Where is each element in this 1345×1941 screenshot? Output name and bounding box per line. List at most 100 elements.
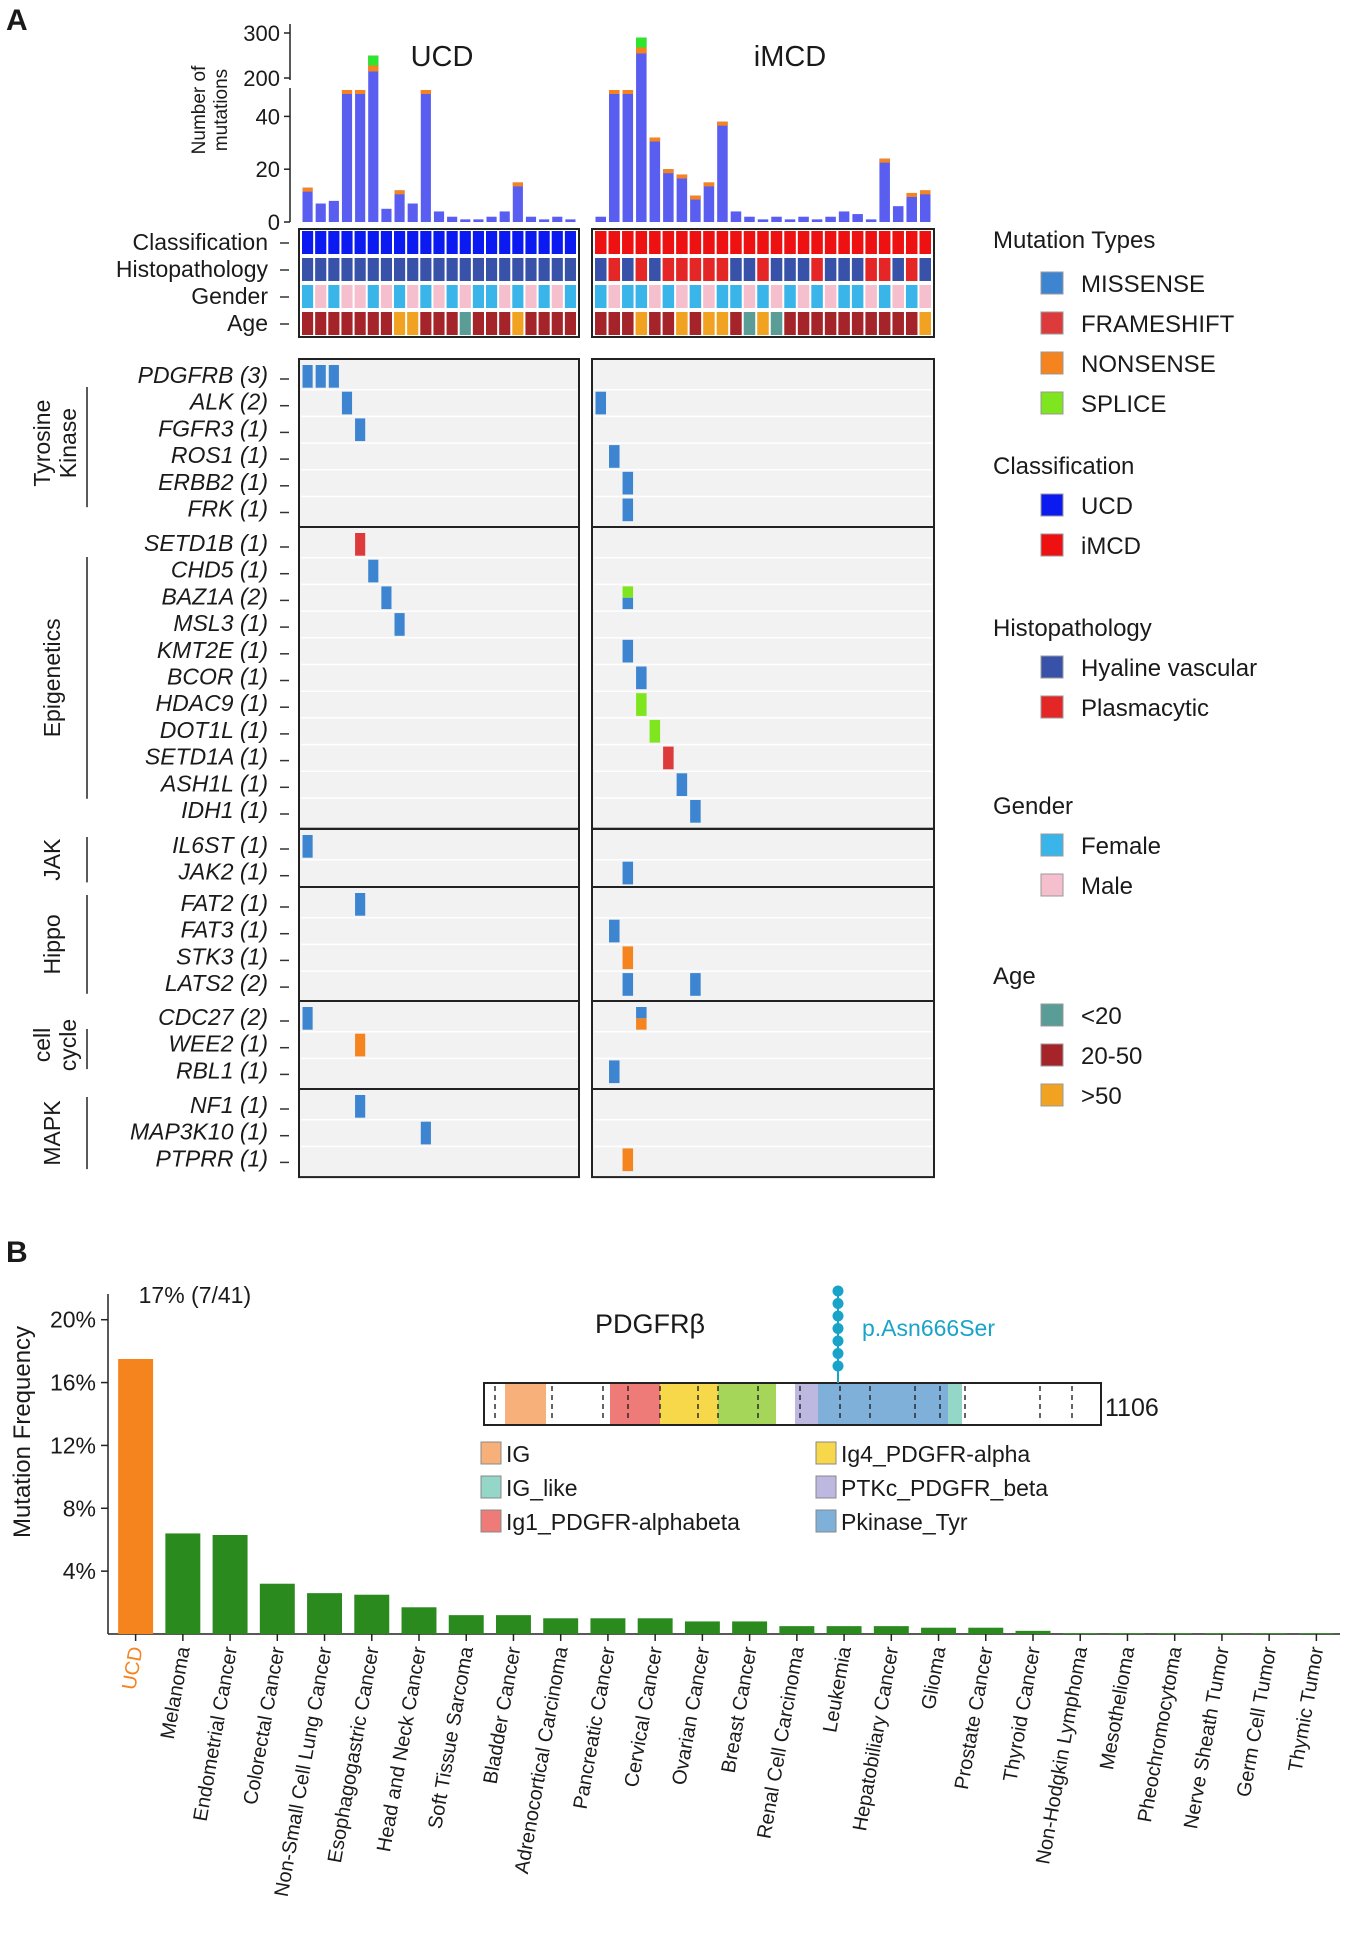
- imcd-classification-cell: [703, 231, 715, 254]
- variant-dot: [832, 1298, 844, 1309]
- ucd-histopathology-cell: [394, 258, 406, 281]
- ucd-age-cell: [564, 312, 576, 335]
- imcd-gender-cell: [824, 285, 837, 308]
- ucd-gender-cell: [486, 285, 498, 308]
- imcd-classification-cell: [649, 231, 661, 254]
- protein-domain: [795, 1384, 818, 1424]
- mutation-cell-baz1a: [622, 586, 634, 598]
- imcd-classification-cell: [676, 231, 688, 254]
- imcd-mutation-count-bar: [757, 219, 769, 222]
- imcd-gender-cell: [689, 285, 702, 308]
- mutation-cell-bcor: [636, 666, 647, 690]
- ucd-mutation-count-bar: [499, 211, 510, 222]
- ucd-gender-cell: [564, 285, 576, 308]
- clinical-row-label: Gender: [191, 283, 268, 309]
- ucd-classification-cell: [551, 231, 563, 254]
- gene-label: ALK (2): [188, 389, 268, 415]
- protein-backbone: [483, 1382, 1102, 1426]
- legend-label: >50: [1081, 1083, 1122, 1110]
- imcd-mutation-count-bar: [649, 137, 661, 222]
- ucd-histopathology-cell: [525, 258, 537, 281]
- y-tick-label: 300: [243, 21, 280, 46]
- ucd-classification-cell: [341, 231, 353, 254]
- mutation-cell-baz1a-second: [622, 597, 634, 610]
- ucd-mutation-count-bar: [486, 216, 497, 222]
- gene-label: SETD1B (1): [144, 530, 268, 556]
- imcd-mutation-count-bar: [852, 214, 863, 222]
- imcd-age-cell: [892, 312, 904, 335]
- mutation-cell-map3k10: [420, 1121, 431, 1145]
- mutation-cell-ptprr: [622, 1148, 634, 1172]
- gene-label: FAT2 (1): [181, 890, 268, 916]
- imcd-age-cell: [838, 312, 850, 335]
- ucd-age-cell: [472, 312, 484, 335]
- ucd-mutation-count-bar: [433, 211, 445, 222]
- imcd-gender-cell: [905, 285, 918, 308]
- imcd-histopathology-cell: [662, 258, 675, 281]
- imcd-histopathology-cell: [851, 258, 864, 281]
- ucd-gender-cell: [394, 285, 406, 308]
- ucd-classification-cell: [433, 231, 445, 254]
- imcd-bar-cap: [919, 190, 931, 195]
- ucd-mutation-count-bar: [512, 182, 523, 222]
- variant-dot: [832, 1323, 844, 1334]
- mutation-cell-hdac9: [636, 693, 647, 716]
- ucd-mutation-count-bar: [539, 219, 550, 222]
- ucd-gender-cell: [551, 285, 563, 308]
- protein-domain: [610, 1384, 660, 1424]
- imcd-classification-cell: [824, 231, 837, 254]
- legend-label: SPLICE: [1081, 391, 1166, 418]
- imcd-age-cell: [878, 312, 891, 335]
- imcd-mutation-count-bar: [717, 121, 728, 222]
- b-y-tick-label: 8%: [63, 1495, 96, 1521]
- ucd-histopathology-cell: [302, 258, 314, 281]
- imcd-histopathology-cell: [635, 258, 648, 281]
- inset-legend-label: PTKc_PDGFR_beta: [841, 1475, 1048, 1501]
- ucd-gender-cell: [472, 285, 484, 308]
- ucd-histopathology-cell: [354, 258, 366, 281]
- ucd-histopathology-cell: [433, 258, 445, 281]
- ucd-mutation-count-bar: [315, 203, 326, 222]
- imcd-title: iMCD: [754, 41, 827, 73]
- protein-domain: [505, 1384, 546, 1424]
- ucd-gender-cell: [367, 285, 379, 308]
- legend-label: NONSENSE: [1081, 351, 1216, 378]
- imcd-gender-cell: [662, 285, 675, 308]
- gene-label: IDH1 (1): [181, 797, 268, 823]
- y-tick-label: 40: [256, 104, 280, 129]
- inset-legend-label: Ig1_PDGFR-alphabeta: [506, 1509, 740, 1535]
- protein-domain: [818, 1384, 950, 1424]
- ucd-histopathology-cell: [328, 258, 340, 281]
- ucd-gender-cell: [341, 285, 353, 308]
- y-tick-label: 0: [268, 210, 280, 235]
- ucd-histopathology-cell: [341, 258, 353, 281]
- variant-dot: [832, 1360, 844, 1372]
- mutation-cell-cdc27: [636, 1007, 647, 1019]
- mutation-cell-wee2: [355, 1033, 366, 1057]
- ucd-age-cell: [446, 312, 458, 335]
- legend-swatch: [1040, 1083, 1064, 1107]
- legend-label: Hyaline vascular: [1081, 655, 1257, 682]
- imcd-bar-cap-splice: [636, 37, 647, 48]
- legend-swatch: [1040, 873, 1064, 897]
- imcd-age-cell: [649, 312, 661, 335]
- ucd-age-cell: [394, 312, 406, 335]
- imcd-gender-cell: [716, 285, 729, 308]
- legend-title: Gender: [993, 793, 1073, 820]
- ucd-gender-cell: [538, 285, 550, 308]
- b-y-tick-label: 4%: [63, 1558, 96, 1584]
- imcd-age-cell: [608, 312, 621, 335]
- y-tick-label: 20: [256, 157, 280, 182]
- gene-label: WEE2 (1): [168, 1031, 268, 1057]
- ucd-age-cell: [538, 312, 550, 335]
- ucd-bar-cap-nonsense: [368, 65, 379, 72]
- ucd-histopathology-cell: [367, 258, 379, 281]
- legend-label: Male: [1081, 873, 1133, 900]
- mutation-cell-frk: [622, 498, 634, 522]
- imcd-classification-cell: [892, 231, 904, 254]
- imcd-mutation-count-bar: [798, 216, 809, 222]
- mutation-cell-il6st: [302, 835, 313, 858]
- ucd-histopathology-cell: [538, 258, 550, 281]
- imcd-mutation-count-bar: [622, 90, 634, 222]
- ucd-bar-cap: [355, 90, 366, 94]
